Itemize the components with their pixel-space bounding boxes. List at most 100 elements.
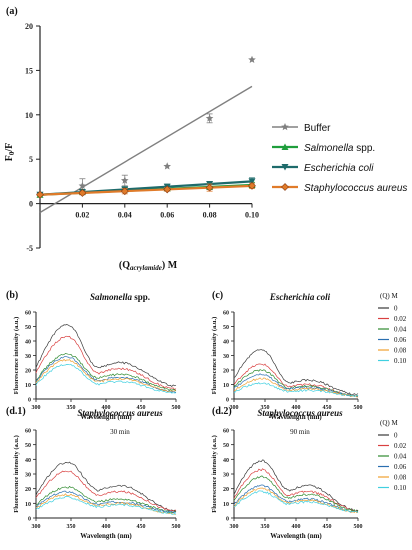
panel-a-point bbox=[205, 183, 214, 192]
panel-d2-spectrum-line bbox=[233, 475, 359, 512]
panel-a-point bbox=[248, 181, 256, 190]
panel-d1-ytick-label: 40 bbox=[25, 458, 31, 464]
panel-a-xtick-label: 0.08 bbox=[203, 211, 217, 220]
panel-c-xtick-label: 400 bbox=[292, 405, 301, 411]
panel-d1-ytick-label: 20 bbox=[25, 487, 31, 493]
panel-a-xtick-label: 0.06 bbox=[160, 211, 174, 220]
panel-b-ytick-label: 10 bbox=[25, 383, 31, 389]
panel-d2-plot: 0 10 20 30 40 50 60 300 350 400 450 500 Fluorescence… bbox=[211, 429, 363, 541]
panel-d2-ytick-label: 0 bbox=[226, 517, 229, 523]
panel-d2-ytick-label: 30 bbox=[223, 473, 229, 479]
panel-c-spectrum-line bbox=[233, 349, 359, 396]
legend-bottom-title: (Q) M bbox=[380, 419, 398, 427]
legend-top-label: 0.06 bbox=[394, 336, 407, 344]
panel-a-fit-line bbox=[39, 184, 253, 196]
panel-d1-ytick-label: 0 bbox=[28, 517, 31, 523]
panel-d1-spectrum-line bbox=[35, 461, 177, 512]
panel-c-xtick-label: 300 bbox=[230, 405, 239, 411]
panel-a-point bbox=[78, 189, 87, 197]
panel-c-ytick-label: 10 bbox=[223, 383, 229, 389]
panel-d2-xtick-label: 400 bbox=[292, 524, 301, 530]
panel-c-ytick-label: 60 bbox=[223, 311, 229, 317]
panel-d2-ytick-label: 20 bbox=[223, 487, 229, 493]
panel-d1-xtick-label: 450 bbox=[137, 524, 146, 530]
panel-a-legend-label: Salmonella spp. bbox=[304, 143, 375, 154]
panel-d1-label: (d.1) bbox=[6, 406, 26, 417]
panel-c-plot: 0 10 20 30 40 50 60 300 350 400 450 500 Fluorescence… bbox=[211, 311, 363, 422]
panel-c-spectrum-line bbox=[233, 377, 358, 398]
panel-d2-spectrum-line bbox=[233, 490, 359, 514]
panel-c-xlabel: Wavelength (nm) bbox=[270, 413, 322, 421]
panel-b-plot: 0 10 20 30 40 50 60 300 350 400 450 500 Fluorescence… bbox=[13, 311, 181, 422]
panel-a-point bbox=[248, 178, 256, 185]
panel-d2-subtitle: 90 min bbox=[290, 428, 310, 436]
panel-a-point bbox=[248, 55, 256, 63]
panel-a-label: (a) bbox=[6, 6, 18, 17]
panel-b-xtick-label: 400 bbox=[102, 405, 111, 411]
panel-c-ytick-label: 30 bbox=[223, 354, 229, 360]
panel-d2-spectrum-line bbox=[233, 468, 359, 512]
panel-b-title: Salmonella spp. bbox=[90, 292, 150, 302]
spectra-legend-top: (Q) M 0 0.02 0.04 0.06 0.08 0.10 bbox=[378, 292, 407, 365]
panel-c-xtick-label: 350 bbox=[261, 405, 270, 411]
panel-d1-ytick-label: 30 bbox=[25, 473, 31, 479]
panel-a-legend-label: Staphylococcus aureus bbox=[304, 183, 407, 194]
panel-b-ylabel: Fluorescence intensity (a.u.) bbox=[13, 317, 20, 395]
panel-d1-xlabel: Wavelength (nm) bbox=[80, 532, 132, 540]
legend-top-label: 0.02 bbox=[394, 315, 407, 323]
panel-a-xtick-label: 0.02 bbox=[75, 211, 89, 220]
panel-d2-spectrum-line bbox=[233, 459, 359, 512]
legend-top-label: 0.04 bbox=[394, 326, 407, 334]
panel-d1-ylabel: Fluorescence intensity (a.u.) bbox=[13, 435, 20, 513]
panel-a-ytick-label: 0 bbox=[29, 200, 33, 209]
panel-a-point bbox=[205, 114, 214, 122]
legend-bottom-label: 0.04 bbox=[394, 453, 407, 461]
panel-d1-subtitle: 30 min bbox=[110, 428, 130, 436]
legend-top-label: 0.10 bbox=[394, 357, 407, 365]
panel-a-legend-marker bbox=[281, 143, 289, 150]
panel-a-legend: Buffer Salmonella spp. Escherichia coli Sta… bbox=[272, 123, 407, 194]
panel-b-spectrum-line bbox=[35, 358, 177, 392]
panel-d1-title: Staphylococcus aureus bbox=[77, 408, 163, 418]
legend-top-label: 0.08 bbox=[394, 347, 407, 355]
panel-d1-spectrum-line bbox=[35, 490, 177, 514]
panel-d1-xtick-label: 350 bbox=[67, 524, 76, 530]
panel-d1-xtick-label: 500 bbox=[172, 524, 181, 530]
panel-a-plot: -5 0 5 10 15 20 0.02 0.04 0.06 0.08 0.10 bbox=[25, 22, 259, 253]
panel-d1-spectrum-line bbox=[35, 470, 177, 512]
panel-d2-ytick-label: 50 bbox=[223, 443, 229, 449]
panel-a-point bbox=[120, 187, 129, 196]
panel-d2-xtick-label: 350 bbox=[261, 524, 270, 530]
panel-d2-ytick-label: 10 bbox=[223, 502, 229, 508]
panel-d2-ytick-label: 60 bbox=[223, 429, 229, 435]
panel-b-label: (b) bbox=[6, 290, 18, 301]
panel-d1-plot: 0 10 20 30 40 50 60 300 350 400 450 500 Fluorescence… bbox=[13, 429, 181, 541]
panel-c-label: (c) bbox=[212, 290, 223, 301]
legend-top-title: (Q) M bbox=[380, 292, 398, 300]
panel-a-point bbox=[36, 190, 44, 199]
legend-bottom-label: 0.02 bbox=[394, 442, 407, 450]
panel-a-point bbox=[163, 162, 171, 170]
panel-b-ytick-label: 0 bbox=[28, 398, 31, 404]
panel-d2-xtick-label: 300 bbox=[230, 524, 239, 530]
panel-b-spectrum-line bbox=[35, 335, 177, 390]
panel-a-xlabel: (Qacrylamide) M bbox=[119, 260, 178, 272]
panel-c-spectrum-line bbox=[233, 382, 359, 397]
panel-d2-label: (d.2) bbox=[212, 406, 232, 417]
panel-c-title: Escherichia coli bbox=[269, 292, 331, 302]
panel-c-ytick-label: 20 bbox=[223, 369, 229, 375]
panel-a-ytick-label: 15 bbox=[25, 66, 33, 75]
panel-b-xtick-label: 450 bbox=[137, 405, 146, 411]
spectra-legend-bottom: (Q) M 0 0.02 0.04 0.06 0.08 0.10 bbox=[378, 419, 407, 492]
panel-d2-xlabel: Wavelength (nm) bbox=[270, 532, 322, 540]
panel-b-xtick-label: 300 bbox=[32, 405, 41, 411]
panel-a-ytick-label: -5 bbox=[26, 244, 33, 253]
panel-b-ytick-label: 20 bbox=[25, 369, 31, 375]
panel-a-ytick-label: 20 bbox=[25, 22, 33, 31]
panel-b-ytick-label: 60 bbox=[25, 311, 31, 317]
panel-b-spectrum-line bbox=[35, 324, 177, 387]
panel-a-ylabel: F0/F bbox=[4, 143, 16, 162]
panel-b-ytick-label: 30 bbox=[25, 354, 31, 360]
panel-a-ytick-label: 10 bbox=[25, 111, 33, 120]
